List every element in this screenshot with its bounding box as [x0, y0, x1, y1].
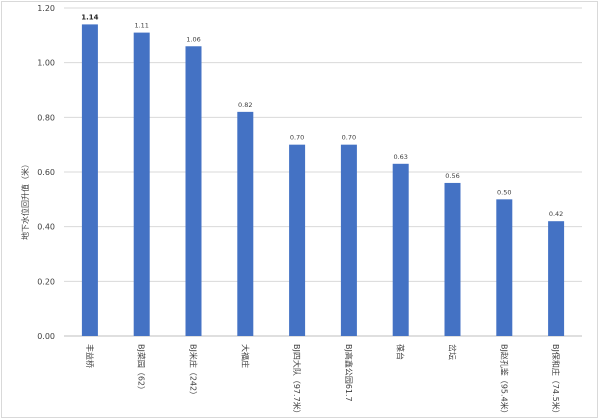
category-label: BJ菜园（62） [137, 344, 147, 394]
data-label: 0.42 [549, 210, 563, 218]
data-label: 0.70 [342, 134, 356, 142]
category-label: 丰益桥 [85, 344, 95, 368]
data-label: 1.06 [186, 35, 200, 43]
bar [548, 221, 565, 336]
bar [81, 24, 98, 337]
category-label: BJ米庄（242） [189, 344, 199, 399]
category-label: BJ赵孔鉴（95.4米） [499, 344, 509, 418]
y-tick-label: 0.40 [37, 223, 55, 232]
y-tick-label: 0.80 [37, 113, 55, 122]
bar [237, 111, 254, 336]
bar [289, 144, 306, 336]
bar [340, 144, 357, 336]
data-label: 0.56 [445, 172, 459, 180]
category-label: BJ高鑫公园61.7 [344, 344, 354, 402]
y-tick-label: 0.60 [37, 168, 55, 177]
bar [496, 199, 513, 336]
data-label: 1.14 [81, 13, 98, 21]
data-label: 0.82 [238, 101, 252, 109]
data-label: 0.50 [497, 188, 511, 196]
category-label: 葆台 [396, 344, 406, 360]
y-tick-label: 1.00 [37, 59, 55, 68]
y-tick-label: 0.20 [37, 277, 55, 286]
data-label: 1.11 [134, 22, 148, 30]
data-label: 0.63 [393, 153, 407, 161]
data-label: 0.70 [290, 134, 304, 142]
category-label: BJ保和庄（74.5米） [551, 344, 561, 418]
y-tick-label: 1.20 [37, 4, 55, 13]
bar [185, 46, 202, 337]
bar [133, 32, 150, 336]
category-label: 岔坛 [448, 344, 458, 360]
category-label: BJ四大队（97.7米） [292, 344, 302, 418]
y-tick-label: 0.00 [37, 332, 55, 341]
bar [444, 182, 461, 336]
bar [392, 163, 409, 336]
y-axis-title: 地下水位回升值（米） [20, 160, 30, 240]
category-label: 大福庄 [240, 344, 250, 368]
